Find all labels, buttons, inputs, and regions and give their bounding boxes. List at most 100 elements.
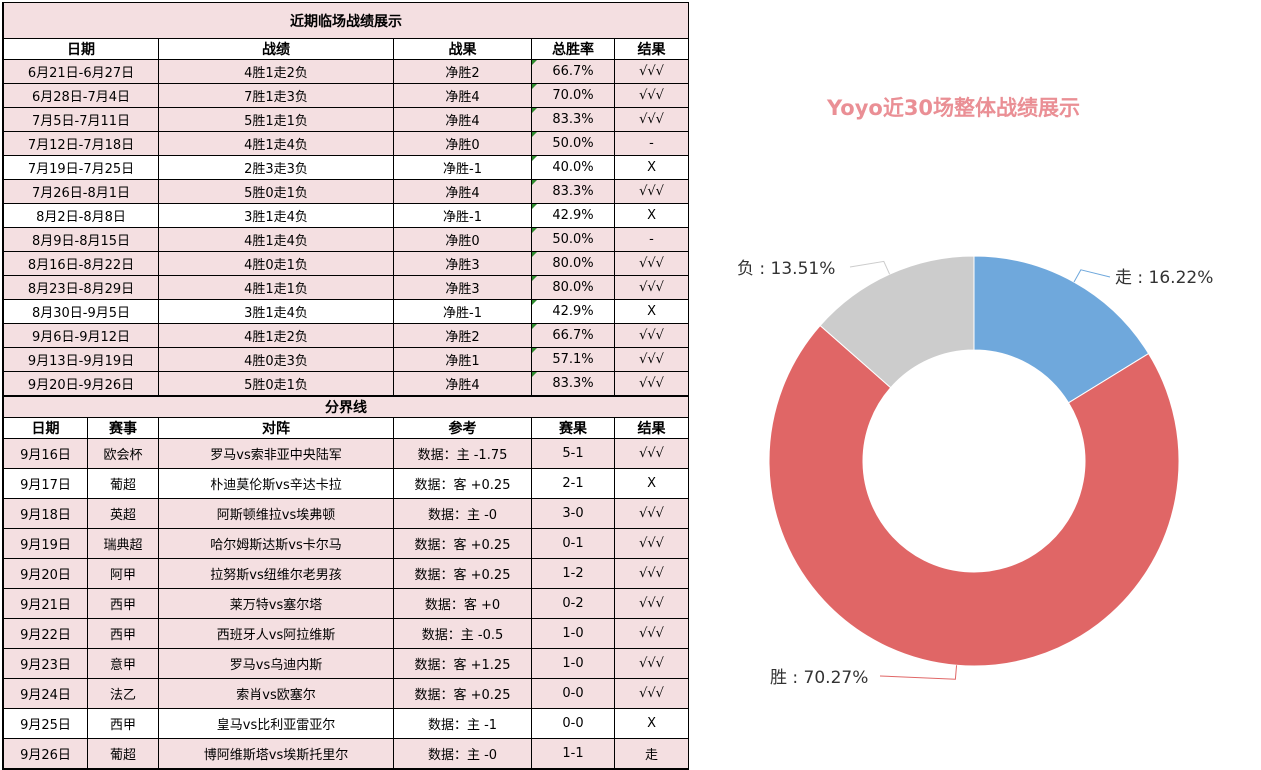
slice-label-0: 走 : 16.22% <box>1115 268 1213 288</box>
table-cell: 7月26日-8月1日 <box>3 179 159 204</box>
table-cell: 2-1 <box>531 468 615 499</box>
table-cell: 9月23日 <box>3 648 88 679</box>
table-cell: X <box>613 708 690 739</box>
table-cell: 5胜1走1负 <box>158 107 394 132</box>
table-cell: 哈尔姆斯达斯vs卡尔马 <box>158 528 394 559</box>
donut-chart: 走 : 16.22% 胜 : 70.27% 负 : 13.51% <box>737 255 1213 688</box>
table-cell: √√√ <box>613 648 690 679</box>
header-cell: 赛果 <box>531 417 615 439</box>
table-cell: 8月23日-8月29日 <box>3 275 159 300</box>
table-row: 9月16日 欧会杯 罗马vs索非亚中央陆军 数据：主 -1.75 5-1 √√√ <box>3 438 690 469</box>
donut-slice-0 <box>973 255 1150 404</box>
table-row: 8月16日-8月22日 4胜0走1负 净胜3 80.0% √√√ <box>3 251 690 276</box>
donut-slice-2 <box>819 255 975 389</box>
recent-record-table: 近期临场战绩展示 日期 战绩 战果 总胜率 结果 6月21日-6月27日 4胜1走2负 净胜… <box>2 2 690 396</box>
table-cell: 5胜0走1负 <box>158 179 394 204</box>
table-cell: 4胜1走4负 <box>158 131 394 156</box>
table-cell: 7胜1走3负 <box>158 83 394 108</box>
table-cell: 6月28日-7月4日 <box>3 83 159 108</box>
table-cell: 索肖vs欧塞尔 <box>158 678 394 709</box>
table-cell: √√√ <box>613 59 690 84</box>
table-cell: 西甲 <box>87 618 159 649</box>
table-cell: √√√ <box>613 83 690 108</box>
table-cell: 数据：客 +0.25 <box>393 528 532 559</box>
chart-title: Yoyo近30场整体战绩展示 <box>827 96 1081 120</box>
table-cell: 数据：主 -0 <box>393 498 532 529</box>
table-cell: 5胜0走1负 <box>158 371 394 396</box>
table-cell: 净胜3 <box>393 251 532 276</box>
table-cell: 净胜2 <box>393 323 532 348</box>
table-row: 7月5日-7月11日 5胜1走1负 净胜4 83.3% √√√ <box>3 107 690 132</box>
header-cell: 战绩 <box>158 38 394 60</box>
table-cell: 走 <box>613 738 690 769</box>
table-cell: 1-2 <box>531 558 615 589</box>
table-cell: 8月9日-8月15日 <box>3 227 159 252</box>
table-cell: 数据：客 +0.25 <box>393 558 532 589</box>
table-cell: 8月30日-9月5日 <box>3 299 159 324</box>
table-cell: 数据：主 -0.5 <box>393 618 532 649</box>
table-cell: √√√ <box>613 323 690 348</box>
table-cell: 7月19日-7月25日 <box>3 155 159 180</box>
table-cell: 葡超 <box>87 738 159 769</box>
table-cell: - <box>613 131 690 156</box>
table-cell: 5-1 <box>531 438 615 469</box>
table-row: 6月28日-7月4日 7胜1走3负 净胜4 70.0% √√√ <box>3 83 690 108</box>
table-cell: 净胜4 <box>393 83 532 108</box>
table-cell: 净胜3 <box>393 275 532 300</box>
table-cell: 拉努斯vs纽维尔老男孩 <box>158 558 394 589</box>
table-cell: 8月16日-8月22日 <box>3 251 159 276</box>
table-cell: √√√ <box>613 251 690 276</box>
table-cell: 4胜1走2负 <box>158 323 394 348</box>
table-cell: 83.3% <box>531 371 615 396</box>
table-cell: 博阿维斯塔vs埃斯托里尔 <box>158 738 394 769</box>
table-cell: 瑞典超 <box>87 528 159 559</box>
table-cell: 阿斯顿维拉vs埃弗顿 <box>158 498 394 529</box>
table-cell: 8月2日-8月8日 <box>3 203 159 228</box>
table-cell: 42.9% <box>531 203 615 228</box>
table-cell: 2胜3走3负 <box>158 155 394 180</box>
divider-label: 分界线 <box>2 396 690 418</box>
header-cell: 战果 <box>393 38 532 60</box>
table-cell: 数据：客 +1.25 <box>393 648 532 679</box>
table-cell: 66.7% <box>531 59 615 84</box>
table-cell: 4胜0走1负 <box>158 251 394 276</box>
table-cell: √√√ <box>613 438 690 469</box>
table-row: 9月20日 阿甲 拉努斯vs纽维尔老男孩 数据：客 +0.25 1-2 √√√ <box>3 558 690 589</box>
table-cell: X <box>613 203 690 228</box>
table-cell: 1-0 <box>531 618 615 649</box>
table-row: 9月21日 西甲 莱万特vs塞尔塔 数据：客 +0 0-2 √√√ <box>3 588 690 619</box>
header-cell: 对阵 <box>158 417 394 439</box>
table-cell: 阿甲 <box>87 558 159 589</box>
table-row: 9月18日 英超 阿斯顿维拉vs埃弗顿 数据：主 -0 3-0 √√√ <box>3 498 690 529</box>
table-cell: 意甲 <box>87 648 159 679</box>
table-cell: 数据：客 +0.25 <box>393 678 532 709</box>
table-cell: 0-2 <box>531 588 615 619</box>
table-cell: √√√ <box>613 618 690 649</box>
leader-line-2 <box>849 260 891 275</box>
header-cell: 总胜率 <box>531 38 615 60</box>
table-row: 9月23日 意甲 罗马vs乌迪内斯 数据：客 +1.25 1-0 √√√ <box>3 648 690 679</box>
table-cell: 0-0 <box>531 708 615 739</box>
table-cell: - <box>613 227 690 252</box>
table-cell: X <box>613 468 690 499</box>
table-cell: √√√ <box>613 528 690 559</box>
table-cell: 80.0% <box>531 251 615 276</box>
slice-label-1: 胜 : 70.27% <box>770 668 868 688</box>
table-cell: 净胜-1 <box>393 203 532 228</box>
table-cell: 4胜0走3负 <box>158 347 394 372</box>
table-row: 8月23日-8月29日 4胜1走1负 净胜3 80.0% √√√ <box>3 275 690 300</box>
header-cell: 结果 <box>613 38 690 60</box>
header-cell: 结果 <box>613 417 690 439</box>
table-cell: 净胜-1 <box>393 155 532 180</box>
table-cell: 9月24日 <box>3 678 88 709</box>
table-cell: 57.1% <box>531 347 615 372</box>
table-cell: 1-1 <box>531 738 615 769</box>
table-row: 7月26日-8月1日 5胜0走1负 净胜4 83.3% √√√ <box>3 179 690 204</box>
table-title: 近期临场战绩展示 <box>2 2 690 39</box>
table-cell: 66.7% <box>531 323 615 348</box>
table-cell: 40.0% <box>531 155 615 180</box>
table-cell: √√√ <box>613 107 690 132</box>
slice-label-2: 负 : 13.51% <box>737 259 835 279</box>
table-cell: √√√ <box>613 558 690 589</box>
table-row: 7月19日-7月25日 2胜3走3负 净胜-1 40.0% X <box>3 155 690 180</box>
